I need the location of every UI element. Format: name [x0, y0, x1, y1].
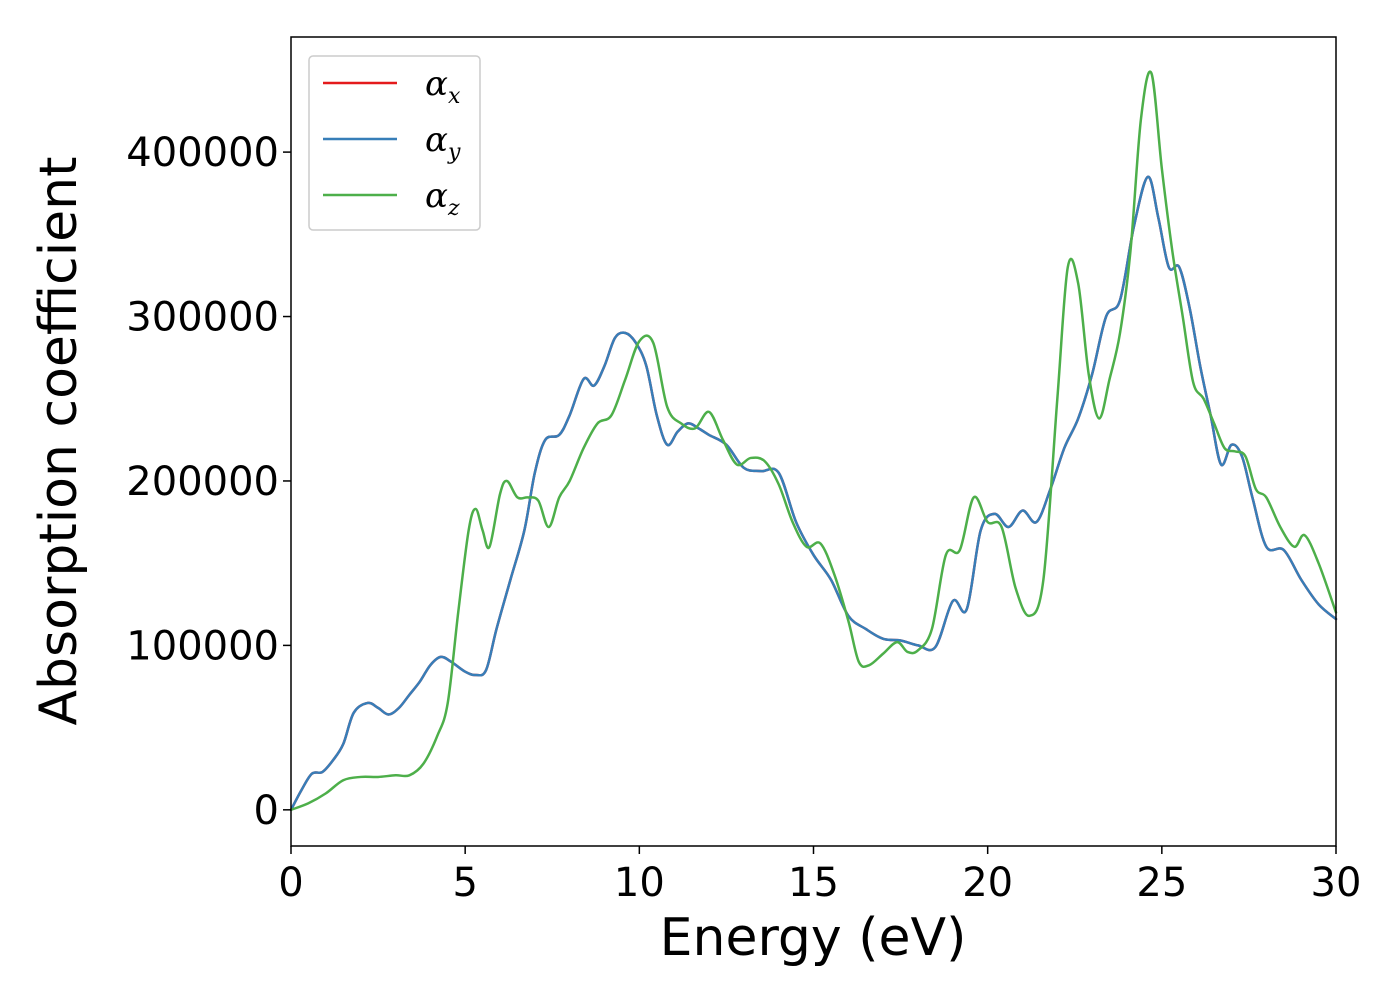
legend: αx αy αz — [308, 55, 481, 231]
y-axis-label: Absorption coefficient — [29, 156, 89, 725]
x-axis-label: Energy (eV) — [660, 908, 967, 968]
y-axis: 0 100000 200000 300000 400000 — [126, 130, 291, 834]
legend-label-x: αx — [425, 64, 461, 109]
legend-box — [308, 55, 481, 231]
y-tick-label: 400000 — [126, 130, 279, 176]
y-tick-label: 100000 — [126, 623, 279, 669]
y-tick-label: 300000 — [126, 295, 279, 341]
legend-label-z: αz — [425, 176, 460, 221]
legend-label-y: αy — [425, 120, 461, 165]
x-tick-label: 15 — [788, 860, 839, 906]
series-line-y — [289, 175, 1338, 812]
x-tick-label: 25 — [1136, 860, 1187, 906]
x-tick-label: 20 — [962, 860, 1013, 906]
series-layer — [289, 70, 1338, 812]
x-tick-label: 5 — [452, 860, 477, 906]
x-tick-label: 0 — [278, 860, 303, 906]
series-line-z — [289, 70, 1338, 812]
x-tick-label: 10 — [614, 860, 665, 906]
y-tick-label: 200000 — [126, 459, 279, 505]
x-axis: 0 5 10 15 20 25 30 — [278, 846, 1361, 906]
x-tick-label: 30 — [1311, 860, 1362, 906]
y-tick-label: 0 — [254, 788, 279, 834]
